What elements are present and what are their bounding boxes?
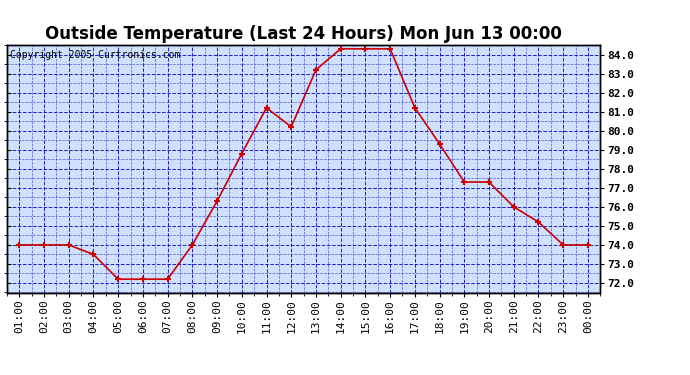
- Text: Copyright 2005 Curtronics.com: Copyright 2005 Curtronics.com: [10, 50, 180, 60]
- Title: Outside Temperature (Last 24 Hours) Mon Jun 13 00:00: Outside Temperature (Last 24 Hours) Mon …: [45, 26, 562, 44]
